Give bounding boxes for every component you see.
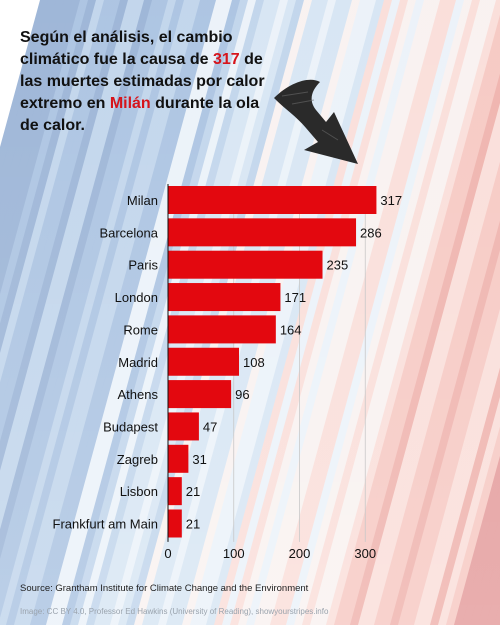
category-label: Rome [123,322,158,337]
bar [168,444,189,473]
image-credit: Image: CC BY 4.0, Professor Ed Hawkins (… [20,607,329,616]
bar [168,283,281,312]
headline-text-3: durante la ola de calor. [20,95,260,134]
category-label: Frankfurt am Main [53,517,158,532]
headline-text-2: de las muertes estimadas por calor extre… [20,51,265,112]
category-label: London [115,290,158,305]
bar [168,412,199,441]
category-label: Paris [128,258,158,273]
headline: Según el análisis, el cambio climático f… [20,27,280,137]
value-label: 96 [235,387,249,402]
category-label: Lisbon [120,484,158,499]
category-label: Zagreb [117,452,158,467]
bar [168,218,357,247]
x-tick-label: 300 [354,546,376,561]
x-tick-label: 200 [289,546,311,561]
bar [168,315,276,344]
source-note: Source: Grantham Institute for Climate C… [20,583,309,594]
value-label: 21 [186,484,200,499]
bar [168,186,377,214]
value-label: 108 [243,355,265,370]
value-label: 171 [284,290,306,305]
x-tick-label: 0 [164,546,171,561]
headline-city: Milán [109,95,151,112]
category-label: Athens [118,387,159,402]
value-label: 21 [186,517,200,532]
value-label: 47 [203,419,217,434]
bar [168,380,232,409]
value-label: 31 [192,452,206,467]
curved-down-right-arrow-icon [274,79,358,164]
value-label: 235 [327,258,349,273]
headline-number: 317 [212,51,240,68]
bar-chart: 0 100 200 300 Milan 317 Barcelona 286 Paris 235 Lo… [53,184,402,561]
bar [168,509,182,538]
value-label: 286 [360,225,382,240]
category-label: Milan [127,193,158,208]
value-label: 164 [280,322,302,337]
x-tick-label: 100 [223,546,245,561]
bar [168,347,240,376]
category-label: Madrid [118,355,158,370]
category-label: Barcelona [99,225,158,240]
bar [168,477,182,506]
bar [168,250,323,279]
category-label: Budapest [103,419,158,434]
headline-text-1: Según el análisis, el cambio climático f… [20,29,233,68]
value-label: 317 [380,193,402,208]
